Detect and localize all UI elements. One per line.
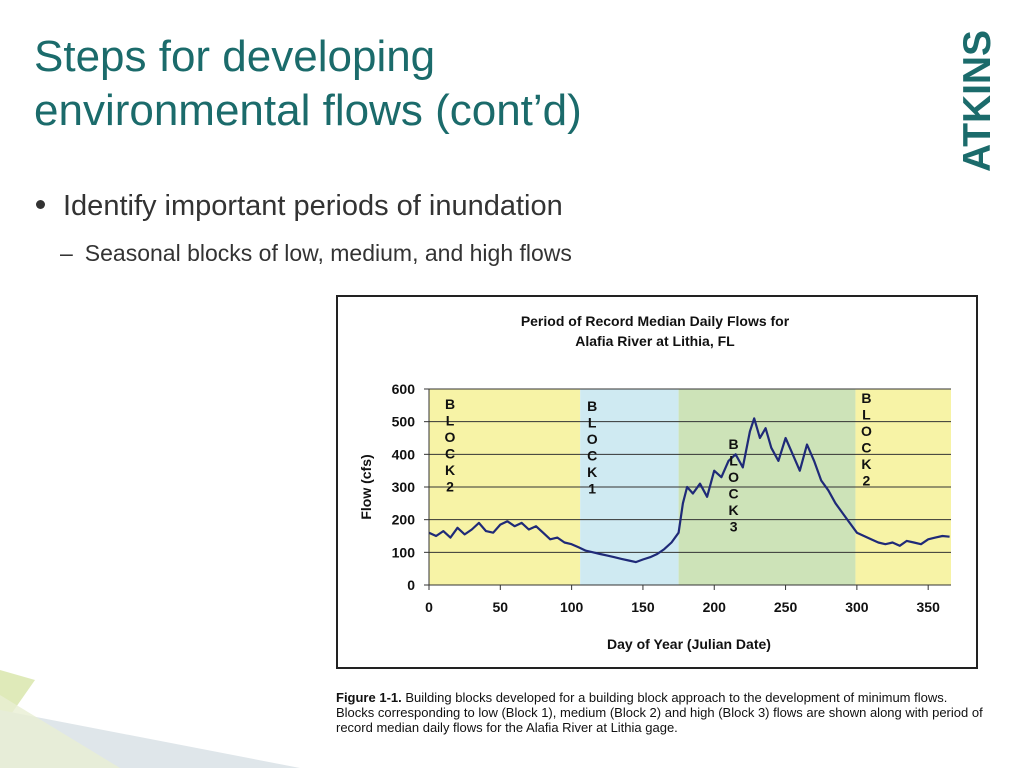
x-tick-label: 0: [425, 599, 433, 615]
x-tick-label: 350: [917, 599, 941, 615]
y-tick-label: 400: [392, 446, 416, 462]
y-tick-label: 300: [392, 479, 416, 495]
x-tick-label: 150: [631, 599, 655, 615]
y-tick-label: 200: [392, 512, 416, 528]
y-tick-label: 500: [392, 414, 416, 430]
atkins-logo-text: ATKINS: [956, 30, 999, 172]
x-tick-label: 300: [845, 599, 869, 615]
y-tick-label: 100: [392, 544, 416, 560]
x-tick-label: 100: [560, 599, 584, 615]
y-tick-label: 600: [392, 381, 416, 397]
slide-title-line-1: Steps for developing: [34, 32, 436, 81]
decorative-corner-shapes: [0, 670, 300, 768]
flow-series-line: [428, 417, 950, 564]
figure-caption-text: Building blocks developed for a building…: [336, 690, 983, 735]
bullet-dot-icon: [36, 199, 45, 209]
x-tick-label: 50: [493, 599, 509, 615]
y-axis-label: Flow (cfs): [358, 454, 374, 519]
chart-figure: 0 100 200 300 400 500 600 0 50 100 150 200 250 300 350…: [336, 295, 978, 669]
bullet-item: Identify important periods of inundation: [36, 190, 563, 223]
sub-bullet-item: – Seasonal blocks of low, medium, and hig…: [60, 240, 572, 267]
atkins-logo: ATKINS: [956, 30, 999, 172]
dash-icon: –: [60, 240, 73, 266]
bullet-text: Identify important periods of inundation: [63, 190, 563, 222]
chart-title-line-1: Period of Record Median Daily Flows for: [521, 313, 790, 329]
x-axis-label: Day of Year (Julian Date): [607, 636, 771, 652]
chart-title-line-2: Alafia River at Lithia, FL: [575, 333, 735, 349]
figure-caption: Figure 1-1. Building blocks developed fo…: [336, 690, 986, 735]
sub-bullet-text: Seasonal blocks of low, medium, and high…: [84, 240, 572, 266]
x-tick-label: 250: [774, 599, 798, 615]
y-tick-label: 0: [407, 577, 415, 593]
slide-title-line-2: environmental flows (cont’d): [34, 86, 582, 135]
figure-caption-label: Figure 1-1.: [336, 690, 402, 705]
slide-title: Steps for developing environmental flows…: [34, 30, 834, 138]
flow-chart: 0 100 200 300 400 500 600 0 50 100 150 200 250 300 350…: [358, 313, 951, 652]
x-tick-label: 200: [703, 599, 727, 615]
